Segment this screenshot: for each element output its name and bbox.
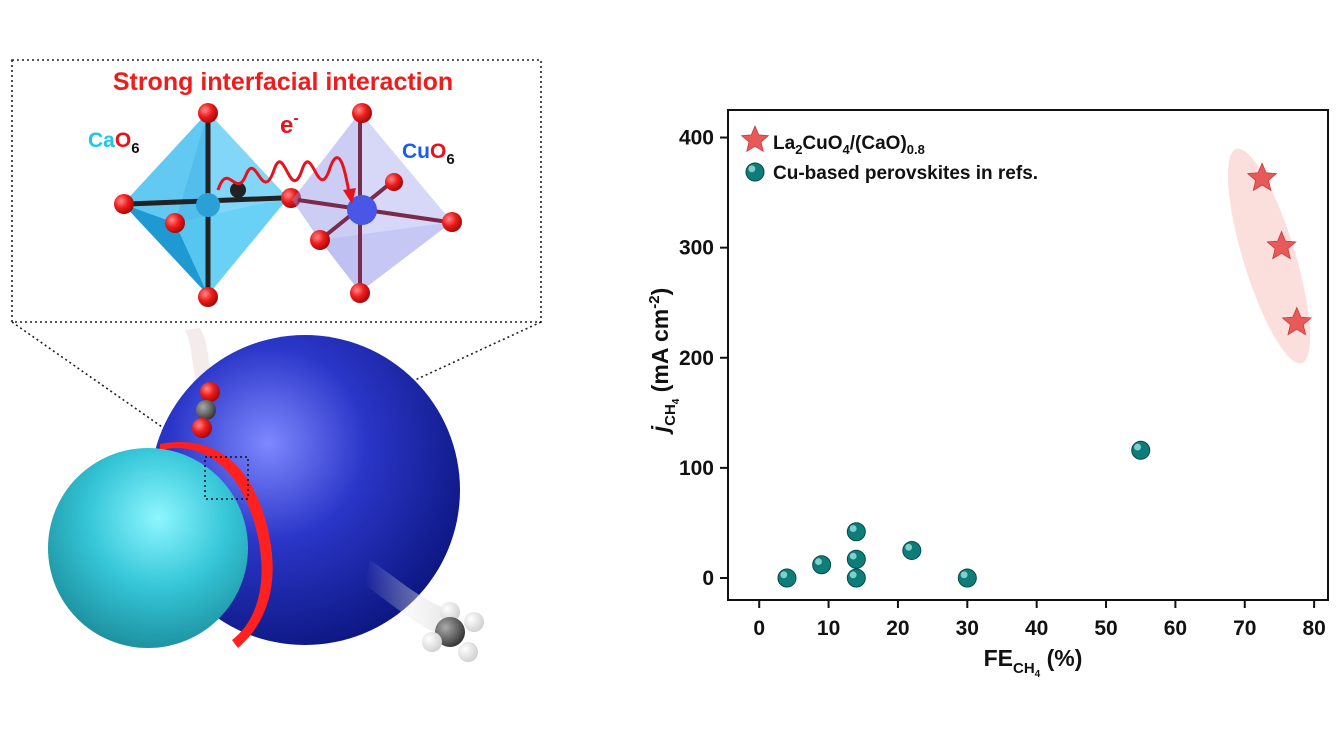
legend-star-marker xyxy=(740,124,770,153)
data-point-sphere xyxy=(957,568,977,588)
sphere-body xyxy=(846,549,866,569)
data-point-sphere xyxy=(902,540,922,560)
x-tick-label: 50 xyxy=(1094,617,1117,640)
data-point-sphere xyxy=(777,568,797,588)
cuo6-octahedron xyxy=(292,103,462,303)
y-tick-label: 300 xyxy=(679,237,714,260)
legend-label-la2cuo4: La2CuO4/(CaO)0.8 xyxy=(773,133,925,157)
legend-sphere-shape xyxy=(745,162,765,182)
data-point-sphere xyxy=(846,568,866,588)
zoom-box xyxy=(11,59,542,323)
data-point-sphere xyxy=(812,555,832,575)
x-tick-label: 80 xyxy=(1302,617,1325,640)
legend-star-shape xyxy=(740,124,770,153)
axis-ticks: 0 10 20 30 40 50 60 70 80 0 100 200 300 400 xyxy=(679,127,1326,640)
sphere-body xyxy=(902,540,922,560)
ch4-molecule xyxy=(422,602,484,662)
x-tick-label: 0 xyxy=(753,617,765,640)
highlight-ellipse xyxy=(1227,148,1311,364)
sphere-highlight xyxy=(780,571,788,579)
sphere-highlight xyxy=(960,571,968,579)
sphere-highlight xyxy=(849,525,857,533)
legend-label-refs: Cu-based perovskites in refs. xyxy=(773,163,1038,184)
cuo6-label: CuO6 xyxy=(402,140,455,168)
cao6-octahedron xyxy=(114,103,301,307)
interface-layer xyxy=(160,442,273,648)
data-point-star xyxy=(1281,306,1313,336)
data-point-sphere xyxy=(846,522,866,542)
sphere-body xyxy=(777,568,797,588)
cao6-label: CaO6 xyxy=(88,129,140,157)
interface-illustration: Strong interfacial interaction xyxy=(11,59,542,662)
legend-sphere-marker xyxy=(745,162,765,182)
sphere-body xyxy=(745,162,765,182)
plot-frame xyxy=(727,109,1329,601)
x-tick-label: 60 xyxy=(1164,617,1187,640)
illustration-title: Strong interfacial interaction xyxy=(113,68,453,96)
sphere-body xyxy=(1131,440,1151,460)
data-point-sphere xyxy=(846,549,866,569)
sphere-body xyxy=(812,555,832,575)
y-tick-label: 200 xyxy=(679,347,714,370)
data-point-sphere xyxy=(1131,440,1151,460)
data-point-star xyxy=(1246,162,1278,192)
x-tick-label: 70 xyxy=(1233,617,1256,640)
sphere-body xyxy=(846,568,866,588)
sphere-highlight xyxy=(849,571,857,579)
sphere-highlight xyxy=(905,543,913,551)
plot-border xyxy=(727,109,1329,601)
electron-transfer-arrow xyxy=(216,156,352,199)
sphere-body xyxy=(957,568,977,588)
y-tick-label: 400 xyxy=(679,127,714,150)
data-point-star xyxy=(1266,230,1297,260)
sphere-highlight xyxy=(849,552,857,560)
x-tick-label: 30 xyxy=(956,617,979,640)
data-marks xyxy=(777,162,1313,588)
sphere-highlight xyxy=(748,165,756,173)
x-axis-label: FECH4 (%) xyxy=(984,645,1083,680)
co2-molecule xyxy=(192,382,220,438)
x-tick-label: 10 xyxy=(817,617,840,640)
cao-sphere xyxy=(48,448,248,648)
sphere-highlight xyxy=(815,558,822,566)
y-tick-label: 100 xyxy=(679,457,714,480)
x-tick-label: 40 xyxy=(1025,617,1048,640)
legend: La2CuO4/(CaO)0.8 Cu-based perovskites in… xyxy=(740,124,1038,184)
x-tick-label: 20 xyxy=(886,617,909,640)
sphere-body xyxy=(846,522,866,542)
interface-zoom-box xyxy=(204,456,249,500)
sphere-highlight xyxy=(1134,443,1141,451)
electron-label: e- xyxy=(280,110,299,139)
y-tick-label: 0 xyxy=(702,567,714,590)
